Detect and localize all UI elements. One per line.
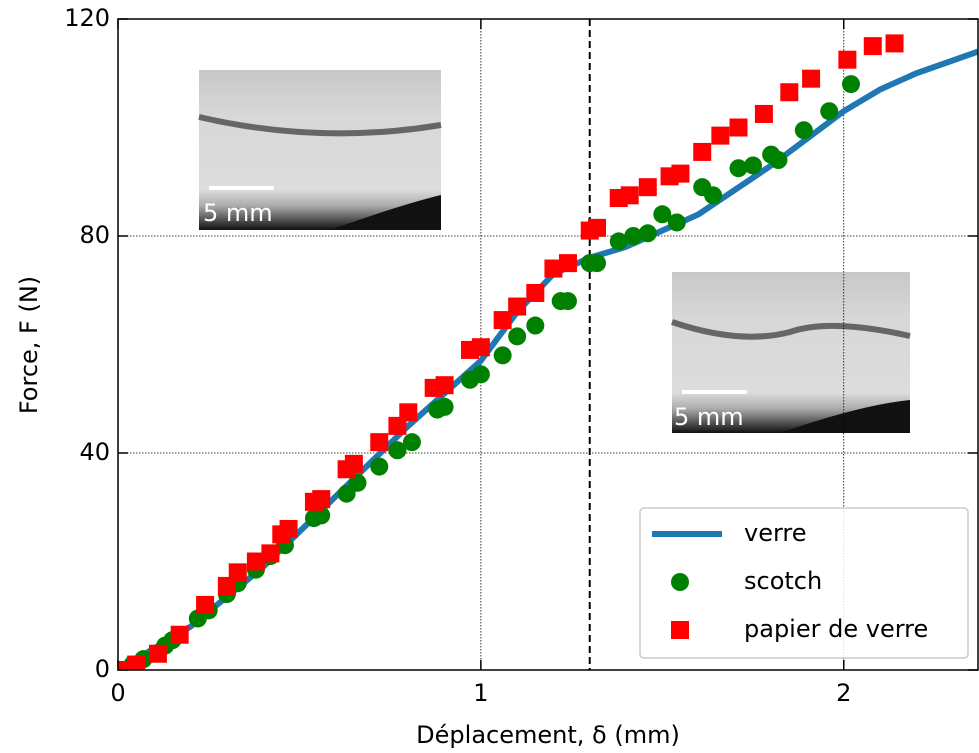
y-tick-label: 40 (79, 438, 110, 466)
legend-label: papier de verre (744, 615, 928, 643)
scatter-point (729, 159, 748, 178)
scatter-point (609, 232, 628, 251)
scatter-point (693, 142, 712, 161)
y-tick-label: 120 (64, 4, 110, 32)
inset-interface (198, 114, 442, 137)
inset-image (672, 272, 910, 433)
x-axis-label: Déplacement, δ (mm) (416, 721, 680, 749)
scatter-point (402, 433, 421, 452)
scatter-point (508, 327, 527, 346)
scatter-point (526, 283, 545, 302)
y-axis-label: Force, F (N) (15, 276, 43, 414)
scatter-point (587, 218, 606, 237)
legend-box (639, 507, 969, 659)
scatter-point (344, 454, 363, 473)
scatter-point (118, 661, 131, 670)
scatter-point (279, 519, 298, 538)
scatter-point (863, 37, 882, 56)
scatter-point (388, 416, 407, 435)
scatter-point (312, 506, 331, 525)
scatter-point (558, 292, 577, 311)
inset-interface (671, 319, 911, 340)
plot-area (118, 34, 978, 670)
y-tick-label: 80 (79, 221, 110, 249)
scatter-point (638, 178, 657, 197)
scatter-point (370, 457, 389, 476)
scatter-point (667, 213, 686, 232)
y-tick-label: 0 (95, 655, 110, 683)
scatter-point (399, 403, 418, 422)
scatter-point (624, 227, 643, 245)
scatter-point (337, 484, 356, 503)
scale-label: 5 mm (203, 199, 273, 227)
scatter-point (704, 186, 723, 205)
scatter-point (228, 563, 247, 582)
scatter-point (838, 50, 857, 69)
scatter-point (435, 376, 454, 395)
inset-shadow (780, 400, 910, 433)
scatter-point (217, 576, 236, 595)
axes-frame (117, 18, 979, 671)
scatter-point (653, 205, 672, 224)
scatter-point (558, 254, 577, 273)
scatter-point (196, 595, 215, 614)
scatter-point (754, 104, 773, 123)
legend-swatch (671, 621, 689, 639)
scatter-point (246, 552, 265, 571)
legend-swatch (671, 573, 689, 591)
scatter-point (388, 441, 407, 460)
scatter-point (170, 625, 189, 644)
scatter-point (620, 186, 639, 205)
inset-shadow (330, 195, 441, 230)
scatter-point (885, 34, 904, 53)
legend-label: scotch (744, 567, 822, 595)
scatter-point (794, 121, 813, 140)
scatter-point (744, 156, 763, 175)
inset-image (199, 70, 441, 230)
x-tick-label: 2 (836, 679, 851, 707)
scatter-point (261, 544, 280, 563)
scatter-point (471, 365, 490, 384)
scatter-point (370, 433, 389, 452)
scatter-point (820, 102, 839, 121)
scatter-point (435, 397, 454, 416)
scatter-point (127, 655, 146, 670)
scatter-point (780, 83, 799, 102)
scatter-point (769, 151, 788, 170)
scatter-point (841, 75, 860, 94)
scatter-point (493, 346, 512, 365)
scatter-point (544, 259, 563, 278)
legend-label: verre (744, 519, 807, 547)
x-tick-label: 0 (110, 679, 125, 707)
x-tick-label: 1 (473, 679, 488, 707)
scatter-point (471, 338, 490, 357)
scatter-point (587, 254, 606, 273)
scatter-point (508, 297, 527, 316)
scatter-point (348, 473, 367, 492)
scatter-point (148, 644, 167, 663)
scatter-point (638, 224, 657, 243)
scatter-point (671, 164, 690, 183)
scatter-point (526, 316, 545, 335)
scatter-point (802, 69, 821, 88)
scatter-point (493, 311, 512, 330)
scatter-point (729, 118, 748, 137)
scatter-point (312, 490, 331, 509)
insets: 5 mm 5 mm (198, 70, 911, 433)
scale-label: 5 mm (674, 403, 744, 431)
scatter-point (711, 126, 730, 145)
